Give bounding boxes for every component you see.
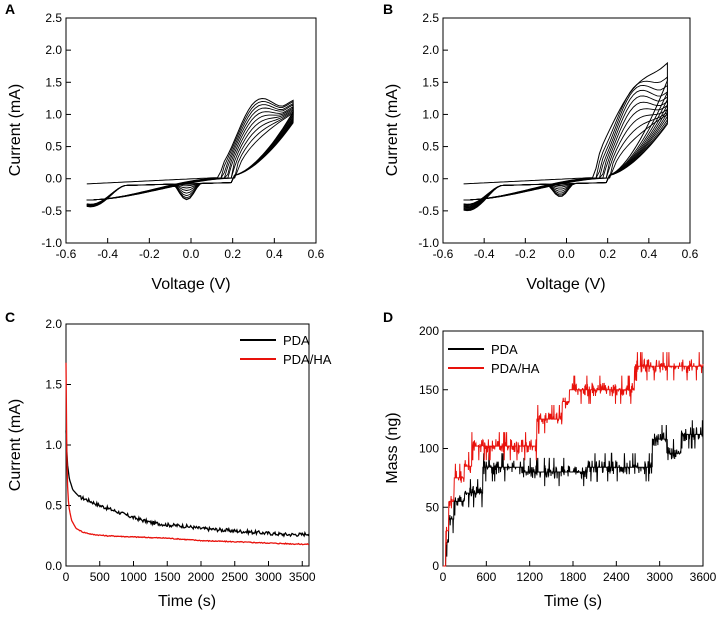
- panel-d: 0 600 1200 1800 2400 3000 3600 0 50 100 150 200 Time…: [383, 309, 717, 610]
- x-tick-label: 1800: [560, 570, 587, 584]
- x-axis-label: Voltage (V): [151, 276, 230, 293]
- y-tick-label: 1.5: [422, 75, 439, 89]
- x-tick-label: 2000: [188, 570, 215, 584]
- x-tick-label: 1000: [120, 570, 147, 584]
- legend-label: PDA: [491, 342, 518, 357]
- x-tick-label: 0.4: [640, 247, 657, 261]
- x-tick-label: -0.4: [97, 247, 118, 261]
- cv-curves: [86, 97, 294, 208]
- cv-cycle-10: [463, 113, 668, 212]
- y-tick-label: 100: [419, 442, 439, 456]
- x-tick-label: 0.0: [558, 247, 575, 261]
- y-tick-label: 2.5: [422, 11, 439, 25]
- x-tick-label: 1200: [516, 570, 543, 584]
- x-tick-label: 3500: [289, 570, 316, 584]
- y-tick-label: 2.5: [45, 11, 62, 25]
- panel-c: 0 500 1000 1500 2000 2500 3000 3500 0.0 0.5 1.0 1.5…: [5, 309, 332, 610]
- x-tick-label: 3000: [646, 570, 673, 584]
- y-tick-label: 0: [432, 559, 439, 573]
- x-tick-label: -0.6: [433, 247, 454, 261]
- legend-label: PDA: [283, 333, 310, 348]
- x-tick-label: 0.2: [224, 247, 241, 261]
- cv-cycle-9: [463, 111, 668, 211]
- y-axis-label: Current (mA): [7, 399, 24, 491]
- x-tick-label: 1500: [154, 570, 181, 584]
- series-line: [443, 352, 704, 567]
- legend-label: PDA/HA: [283, 352, 332, 367]
- x-axis-label: Time (s): [158, 593, 216, 610]
- y-tick-label: 2.0: [45, 43, 62, 57]
- y-tick-label: 1.5: [45, 75, 62, 89]
- panel-letter: B: [383, 1, 393, 17]
- y-tick-label: 200: [419, 324, 439, 338]
- y-tick-label: 2.0: [45, 317, 62, 331]
- panel-a: -0.6 -0.4 -0.2 0.0 0.2 0.4 0.6 -1.0 -0.5 0.0 0.5 1.…: [5, 1, 325, 293]
- y-tick-label: -1.0: [418, 236, 439, 250]
- y-tick-label: 1.5: [45, 378, 62, 392]
- y-tick-label: 50: [426, 500, 440, 514]
- x-tick-label: -0.4: [474, 247, 495, 261]
- y-axis-label: Current (mA): [7, 84, 24, 176]
- x-tick-label: 2500: [221, 570, 248, 584]
- y-tick-label: 1.0: [45, 438, 62, 452]
- y-tick-label: -1.0: [41, 236, 62, 250]
- x-tick-label: 0.4: [266, 247, 283, 261]
- y-tick-label: 0.0: [422, 172, 439, 186]
- panel-letter: A: [5, 1, 15, 17]
- x-tick-label: 500: [90, 570, 110, 584]
- panel-letter: C: [5, 309, 15, 325]
- y-tick-label: 1.0: [422, 107, 439, 121]
- y-tick-label: 0.5: [45, 499, 62, 513]
- x-tick-label: 3000: [255, 570, 282, 584]
- x-tick-label: 2400: [603, 570, 630, 584]
- series-line: [443, 420, 704, 567]
- y-axis-label: Mass (ng): [384, 412, 401, 483]
- y-axis-label: Current (mA): [384, 84, 401, 176]
- x-tick-label: 600: [476, 570, 496, 584]
- panel-b: -0.6 -0.4 -0.2 0.0 0.2 0.4 0.6 -1.0 -0.5 0.0 0.5 1.…: [383, 1, 699, 293]
- y-tick-label: -0.5: [41, 204, 62, 218]
- y-tick-label: 0.5: [45, 140, 62, 154]
- legend-label: PDA/HA: [491, 361, 540, 376]
- y-tick-label: 0.0: [45, 172, 62, 186]
- legend: PDA PDA/HA: [448, 342, 540, 376]
- y-tick-label: 0.0: [45, 559, 62, 573]
- x-tick-label: -0.6: [56, 247, 77, 261]
- x-tick-label: 0: [63, 570, 70, 584]
- x-tick-label: -0.2: [139, 247, 160, 261]
- x-axis-label: Voltage (V): [526, 276, 605, 293]
- plot-frame: [65, 323, 310, 567]
- panel-letter: D: [383, 309, 393, 325]
- cv-cycle-1: [86, 97, 294, 205]
- x-tick-label: 0.6: [682, 247, 699, 261]
- series-line: [65, 362, 310, 546]
- cv-cycle-6: [86, 107, 294, 207]
- x-tick-label: 0: [440, 570, 447, 584]
- y-tick-label: 2.0: [422, 43, 439, 57]
- x-axis-label: Time (s): [544, 593, 602, 610]
- legend: PDA PDA/HA: [240, 333, 332, 367]
- x-tick-label: 0.6: [308, 247, 325, 261]
- plot-frame: [65, 17, 317, 244]
- y-tick-label: 0.5: [422, 140, 439, 154]
- series-line: [65, 430, 310, 538]
- x-tick-label: 0.2: [599, 247, 616, 261]
- x-tick-label: 0.0: [183, 247, 200, 261]
- x-tick-label: 3600: [690, 570, 717, 584]
- y-tick-label: 150: [419, 383, 439, 397]
- cv-cycle-10: [86, 112, 294, 208]
- y-tick-label: -0.5: [418, 204, 439, 218]
- y-tick-label: 1.0: [45, 107, 62, 121]
- x-tick-label: -0.2: [515, 247, 536, 261]
- cv-curves: [463, 61, 668, 212]
